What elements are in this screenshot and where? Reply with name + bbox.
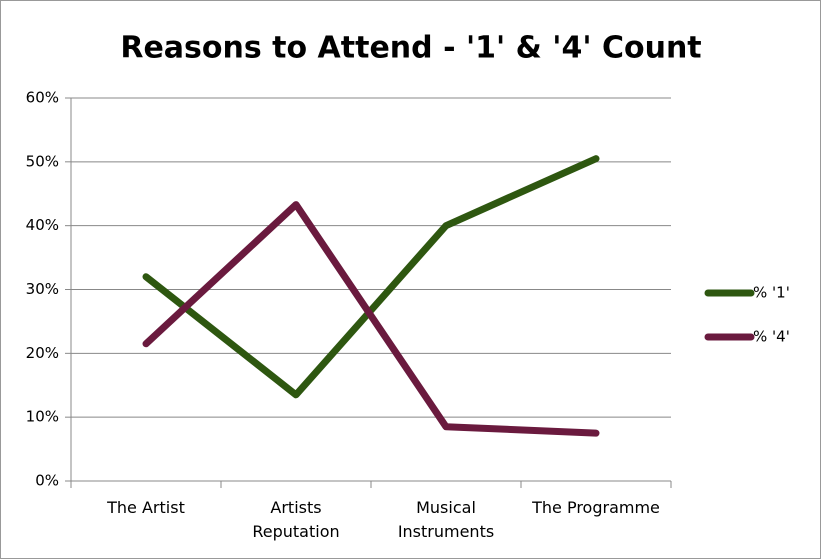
x-tick-label: The Artist xyxy=(107,498,185,517)
x-tick-label: The Programme xyxy=(532,498,660,517)
y-tick-label: 10% xyxy=(26,408,59,426)
y-tick-label: 50% xyxy=(26,152,59,170)
line-series xyxy=(142,201,600,437)
legend-label: % '1' xyxy=(753,284,790,302)
y-tick-label: 60% xyxy=(26,89,59,107)
x-tick-label: Artists Reputation xyxy=(252,498,340,541)
y-tick-label: 30% xyxy=(26,280,59,298)
chart-title: Reasons to Attend - '1' & '4' Count xyxy=(120,31,701,66)
legend-label: % '4' xyxy=(753,328,790,346)
y-tick-label: 40% xyxy=(26,216,59,234)
y-tick-label: 0% xyxy=(35,472,59,490)
x-tick-label: Musical Instruments xyxy=(397,498,495,541)
y-tick-label: 20% xyxy=(26,344,59,362)
